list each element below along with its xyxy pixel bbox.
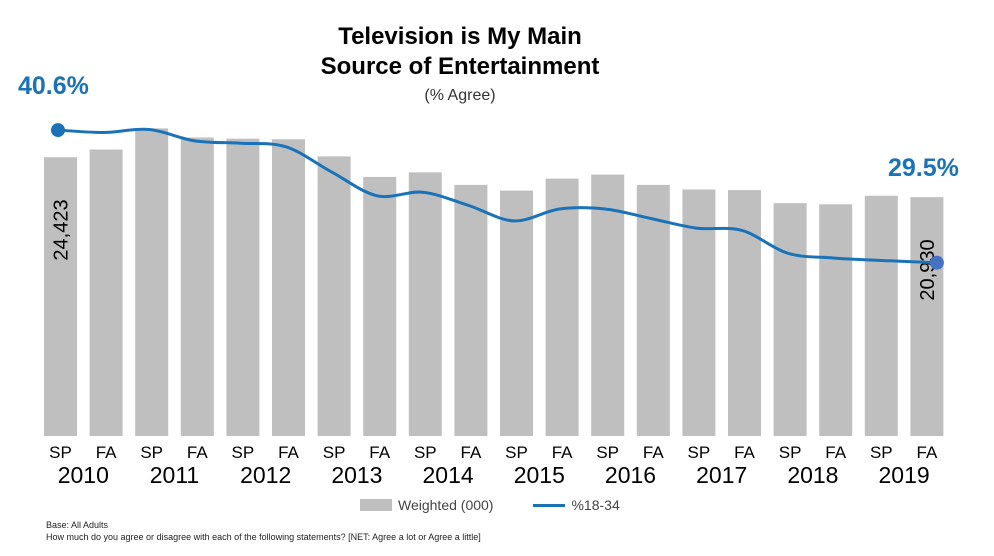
chart-subtitle: (% Agree) <box>424 87 496 104</box>
x-tick-season-16: SP <box>779 443 802 462</box>
bar-6 <box>317 156 351 437</box>
legend: Weighted (000) %18-34 <box>360 497 620 513</box>
bar-16 <box>773 203 807 436</box>
x-axis: SP FA SP FA SP FA SP FA SP FA SP FA SP FA SP FA SP FA SP FA… <box>49 443 938 488</box>
combo-chart: 24,423 20,930 40.6% 29.5% SP FA SP FA SP FA SP FA… <box>18 72 959 488</box>
bar-8 <box>408 172 442 437</box>
chart-title: Television is My Main Source of Entertai… <box>260 22 660 82</box>
legend-line-label: %18-34 <box>571 497 620 513</box>
line-label-start: 40.6% <box>18 72 89 100</box>
x-tick-season-4: SP <box>232 443 255 462</box>
x-tick-season-1: FA <box>96 443 117 462</box>
line-layer: 40.6% 29.5% <box>18 72 959 270</box>
bar-value-label-19: 20,930 <box>917 239 939 300</box>
x-tick-season-19: FA <box>917 443 938 462</box>
bar-18 <box>864 195 898 436</box>
x-tick-season-11: FA <box>552 443 573 462</box>
footnote-base: Base: All Adults <box>46 520 109 530</box>
bar-1 <box>89 149 123 436</box>
bar-13 <box>636 184 670 436</box>
bar-3 <box>180 137 214 437</box>
chart-title-line1: Television is My Main <box>338 23 582 50</box>
x-tick-year-2010: 2010 <box>58 462 109 488</box>
line-point-start <box>51 123 65 138</box>
legend-line-swatch <box>533 503 566 507</box>
x-tick-year-2013: 2013 <box>331 462 382 488</box>
x-tick-season-18: SP <box>870 443 893 462</box>
bar-12 <box>591 174 625 436</box>
bar-0 <box>44 157 77 436</box>
x-tick-season-3: FA <box>187 443 208 462</box>
line-series-18-34 <box>57 127 937 265</box>
x-tick-season-9: FA <box>461 443 482 462</box>
bar-15 <box>728 190 761 436</box>
x-tick-year-2018: 2018 <box>787 462 838 488</box>
line-label-end: 29.5% <box>888 154 959 182</box>
x-tick-season-10: SP <box>505 443 528 462</box>
footnote: Base: All Adults How much do you agree o… <box>46 519 481 543</box>
bar-11 <box>545 178 579 437</box>
bar-labels-layer: 24,423 20,930 <box>51 199 939 300</box>
legend-bar-label: Weighted (000) <box>398 497 494 513</box>
x-tick-year-2019: 2019 <box>879 462 930 488</box>
bar-2 <box>135 128 169 437</box>
bar-19 <box>910 197 944 436</box>
legend-bar-swatch <box>360 499 392 511</box>
bar-17 <box>819 204 853 436</box>
bar-value-label-0: 24,423 <box>51 199 73 260</box>
x-tick-season-15: FA <box>734 443 755 462</box>
bar-4 <box>226 138 260 436</box>
x-tick-season-5: FA <box>278 443 299 462</box>
x-tick-season-17: FA <box>825 443 846 462</box>
x-tick-season-6: SP <box>323 443 346 462</box>
x-tick-season-13: FA <box>643 443 664 462</box>
x-tick-year-2015: 2015 <box>514 462 565 488</box>
x-tick-season-14: SP <box>688 443 711 462</box>
chart-title-line2: Source of Entertainment <box>320 53 600 80</box>
bar-9 <box>454 184 488 436</box>
bar-14 <box>682 189 716 436</box>
x-tick-year-2012: 2012 <box>240 462 291 488</box>
x-tick-year-2017: 2017 <box>696 462 747 488</box>
bar-10 <box>500 190 533 436</box>
x-tick-year-2016: 2016 <box>605 462 656 488</box>
x-tick-season-12: SP <box>596 443 619 462</box>
bar-5 <box>272 139 305 436</box>
footnote-question: How much do you agree or disagree with e… <box>46 532 481 542</box>
line-point-end <box>929 255 944 270</box>
x-tick-year-2011: 2011 <box>150 462 199 488</box>
x-tick-year-2014: 2014 <box>423 462 474 488</box>
x-tick-season-8: SP <box>414 443 437 462</box>
bars-layer <box>44 128 944 437</box>
bar-7 <box>363 176 397 436</box>
x-tick-season-0: SP <box>49 443 72 462</box>
x-tick-season-2: SP <box>140 443 163 462</box>
x-tick-season-7: FA <box>369 443 390 462</box>
